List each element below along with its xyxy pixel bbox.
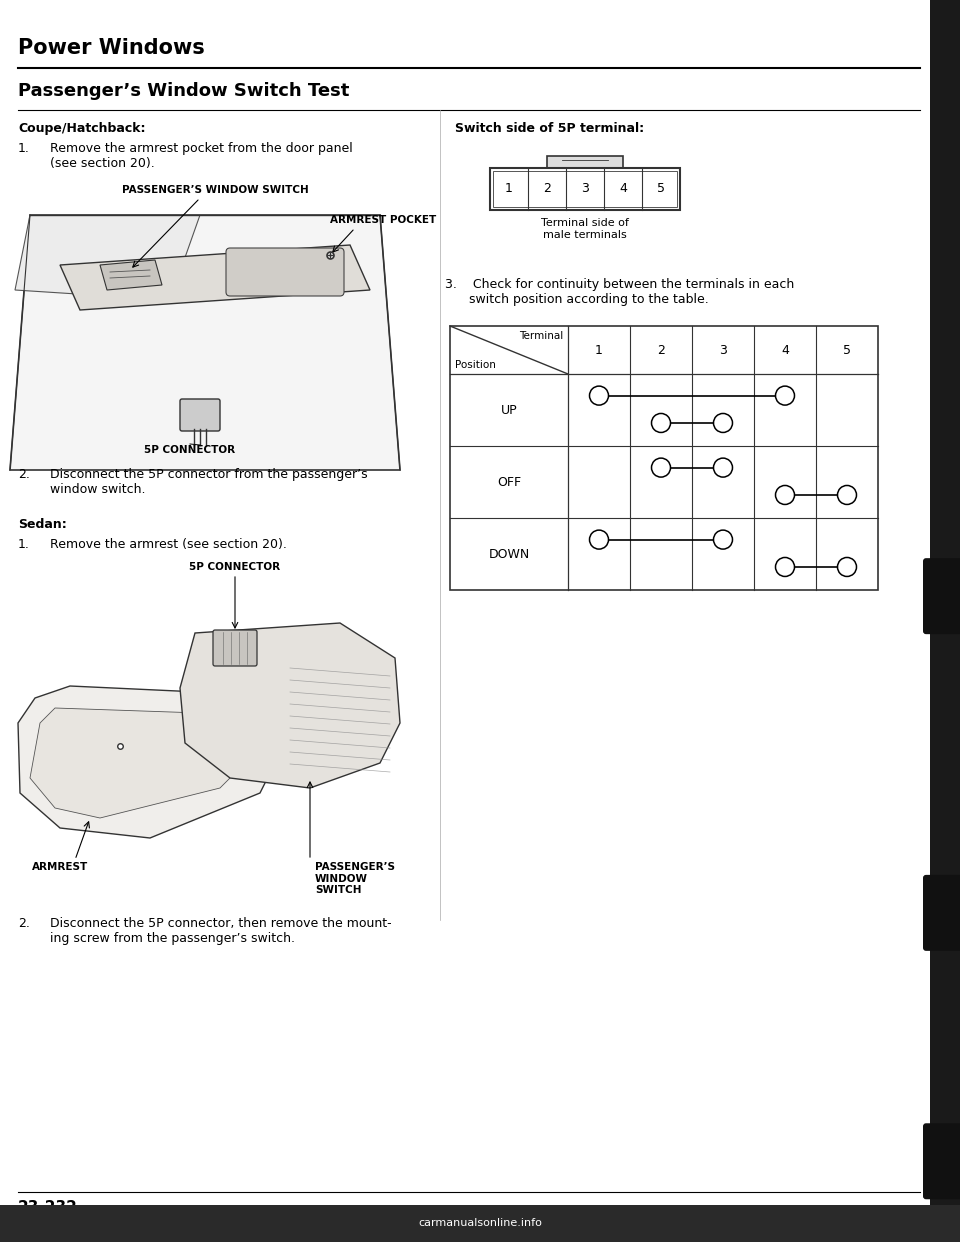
FancyBboxPatch shape xyxy=(923,874,960,951)
Text: 3: 3 xyxy=(719,344,727,356)
Bar xyxy=(547,156,623,168)
Text: Power Windows: Power Windows xyxy=(18,39,204,58)
Text: Coupe/Hatchback:: Coupe/Hatchback: xyxy=(18,122,146,135)
FancyBboxPatch shape xyxy=(226,248,344,296)
Text: ARMREST POCKET: ARMREST POCKET xyxy=(330,215,436,225)
Text: 3: 3 xyxy=(581,183,588,195)
Polygon shape xyxy=(15,215,200,301)
Text: 2: 2 xyxy=(657,344,665,356)
Text: 1.: 1. xyxy=(18,538,30,551)
Text: Sedan:: Sedan: xyxy=(18,518,67,532)
Text: Passenger’s Window Switch Test: Passenger’s Window Switch Test xyxy=(18,82,349,101)
Text: Terminal side of
male terminals: Terminal side of male terminals xyxy=(541,219,629,240)
Text: carmanualsonline.info: carmanualsonline.info xyxy=(418,1218,542,1228)
Text: Remove the armrest pocket from the door panel
(see section 20).: Remove the armrest pocket from the door … xyxy=(50,142,352,170)
Circle shape xyxy=(776,558,795,576)
FancyBboxPatch shape xyxy=(180,399,220,431)
Polygon shape xyxy=(18,686,280,838)
Polygon shape xyxy=(180,623,400,787)
FancyBboxPatch shape xyxy=(923,1123,960,1200)
Text: Remove the armrest (see section 20).: Remove the armrest (see section 20). xyxy=(50,538,287,551)
Text: 5P CONNECTOR: 5P CONNECTOR xyxy=(189,561,280,573)
Text: 4: 4 xyxy=(619,183,627,195)
FancyBboxPatch shape xyxy=(213,630,257,666)
Circle shape xyxy=(713,458,732,477)
Text: 2.: 2. xyxy=(18,917,30,930)
Text: PASSENGER’S WINDOW SWITCH: PASSENGER’S WINDOW SWITCH xyxy=(122,185,308,195)
Text: Disconnect the 5P connector from the passenger’s
window switch.: Disconnect the 5P connector from the pas… xyxy=(50,468,368,496)
Text: 3.    Check for continuity between the terminals in each
      switch position a: 3. Check for continuity between the term… xyxy=(445,278,794,306)
Bar xyxy=(0,1205,960,1242)
Polygon shape xyxy=(60,245,370,310)
Text: 5P CONNECTOR: 5P CONNECTOR xyxy=(144,445,235,455)
Bar xyxy=(930,0,960,1242)
FancyBboxPatch shape xyxy=(923,558,960,635)
Circle shape xyxy=(713,414,732,432)
Text: Switch side of 5P terminal:: Switch side of 5P terminal: xyxy=(455,122,644,135)
Text: 23-232: 23-232 xyxy=(18,1200,78,1215)
Circle shape xyxy=(776,386,795,405)
Text: 2: 2 xyxy=(543,183,551,195)
Text: 1: 1 xyxy=(595,344,603,356)
Circle shape xyxy=(776,486,795,504)
Text: Disconnect the 5P connector, then remove the mount-
ing screw from the passenger: Disconnect the 5P connector, then remove… xyxy=(50,917,392,945)
Bar xyxy=(450,325,878,590)
Circle shape xyxy=(652,458,670,477)
Bar xyxy=(490,168,680,210)
Circle shape xyxy=(652,414,670,432)
Text: 5: 5 xyxy=(843,344,851,356)
Circle shape xyxy=(589,386,609,405)
Circle shape xyxy=(713,530,732,549)
Circle shape xyxy=(589,530,609,549)
Polygon shape xyxy=(30,708,245,818)
Text: 1.: 1. xyxy=(18,142,30,155)
Text: OFF: OFF xyxy=(497,476,521,488)
Circle shape xyxy=(837,486,856,504)
Text: Terminal: Terminal xyxy=(518,332,563,342)
Bar xyxy=(493,171,677,207)
Circle shape xyxy=(837,558,856,576)
Text: Position: Position xyxy=(455,360,496,370)
Text: DOWN: DOWN xyxy=(489,548,530,560)
Text: 4: 4 xyxy=(781,344,789,356)
Polygon shape xyxy=(100,260,162,289)
Polygon shape xyxy=(10,215,400,469)
Text: 5: 5 xyxy=(657,183,665,195)
Text: UP: UP xyxy=(501,404,517,416)
Text: ARMREST: ARMREST xyxy=(32,862,88,872)
Text: 2.: 2. xyxy=(18,468,30,481)
Text: PASSENGER’S
WINDOW
SWITCH: PASSENGER’S WINDOW SWITCH xyxy=(315,862,395,895)
Text: 1: 1 xyxy=(505,183,513,195)
